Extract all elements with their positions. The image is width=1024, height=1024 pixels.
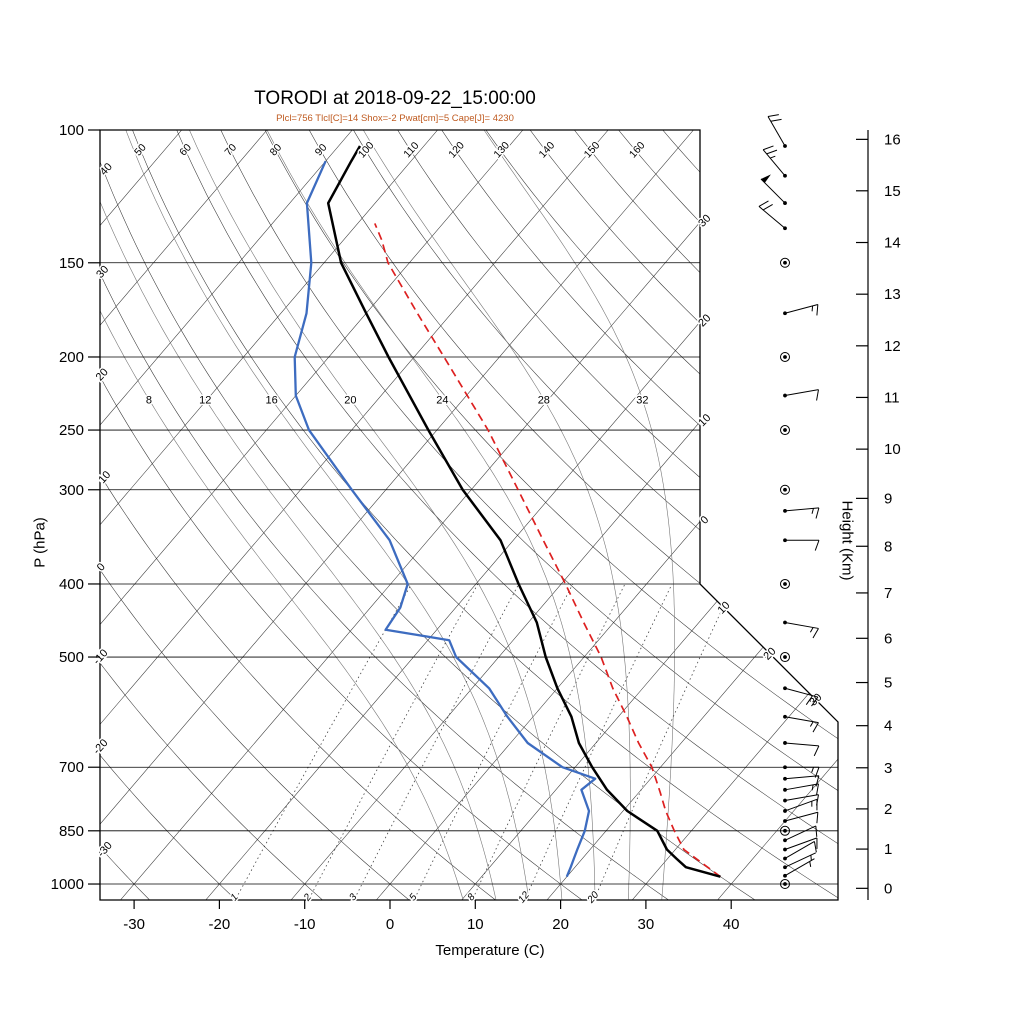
sounding-curves: [293, 145, 721, 878]
svg-text:0: 0: [95, 561, 108, 574]
svg-text:15: 15: [884, 183, 901, 200]
svg-text:300: 300: [59, 482, 84, 499]
svg-text:8: 8: [466, 892, 478, 904]
svg-text:90: 90: [313, 142, 330, 159]
svg-text:20: 20: [696, 312, 713, 329]
svg-text:160: 160: [627, 139, 648, 160]
svg-text:12: 12: [516, 889, 532, 905]
isobar-lines: [100, 129, 838, 885]
svg-text:16: 16: [884, 131, 901, 148]
svg-text:16: 16: [266, 394, 278, 406]
svg-text:100: 100: [356, 139, 377, 160]
svg-text:110: 110: [401, 140, 421, 161]
wind-barbs: [758, 114, 820, 890]
svg-text:4: 4: [884, 718, 892, 735]
svg-text:-30: -30: [123, 916, 145, 933]
svg-text:20: 20: [585, 889, 602, 906]
svg-text:20: 20: [552, 916, 569, 933]
svg-text:14: 14: [884, 235, 901, 252]
svg-text:250: 250: [59, 422, 84, 439]
chart-title: TORODI at 2018-09-22_15:00:00: [254, 88, 536, 109]
svg-text:100: 100: [59, 122, 84, 139]
svg-text:5: 5: [407, 892, 419, 904]
svg-text:3: 3: [884, 760, 892, 777]
svg-text:0: 0: [884, 880, 892, 897]
parcel-curve: [374, 223, 721, 878]
svg-text:150: 150: [59, 255, 84, 272]
svg-text:24: 24: [436, 394, 448, 406]
height-axis-label: Height (Km): [838, 500, 856, 581]
svg-text:30: 30: [696, 212, 713, 229]
svg-text:10: 10: [467, 916, 484, 933]
svg-text:13: 13: [884, 286, 901, 303]
mixing-ratio-lines: [235, 583, 735, 899]
temperature-curve: [326, 145, 721, 878]
svg-text:12: 12: [199, 394, 211, 406]
svg-text:2: 2: [301, 892, 314, 904]
svg-text:10: 10: [96, 469, 113, 486]
dewpoint-curve: [293, 160, 597, 878]
svg-text:30: 30: [94, 264, 111, 281]
svg-text:-20: -20: [209, 916, 231, 933]
svg-text:30: 30: [638, 916, 655, 933]
moist-adiabat-lines: [100, 130, 676, 900]
svg-text:6: 6: [884, 630, 892, 647]
svg-text:0: 0: [386, 916, 394, 933]
svg-text:10: 10: [696, 412, 713, 429]
temperature-axis-label: Temperature (C): [435, 942, 545, 959]
pressure-axis-label: P (hPa): [31, 517, 49, 568]
svg-text:28: 28: [538, 394, 550, 406]
svg-text:850: 850: [59, 823, 84, 840]
pressure-axis: 100 150 200 250 300 400 500 700 850 1000: [51, 122, 100, 893]
svg-text:80: 80: [268, 142, 285, 159]
dry-adiabat-lines: [100, 130, 838, 900]
svg-text:7: 7: [884, 585, 892, 602]
svg-text:8: 8: [146, 394, 152, 406]
plot-border: [99, 129, 839, 901]
svg-text:12: 12: [884, 338, 901, 355]
isotherm-lines: [100, 130, 838, 900]
svg-text:9: 9: [884, 490, 892, 507]
svg-text:2: 2: [884, 801, 892, 818]
svg-text:11: 11: [884, 389, 900, 406]
svg-text:40: 40: [723, 916, 740, 933]
background-labels: 50 60 70 80 90 100 110 120 130 140 150 160403020100…: [89, 138, 826, 908]
svg-text:-20: -20: [91, 737, 111, 757]
svg-text:60: 60: [177, 142, 194, 159]
temperature-axis: -30 -20 -10 0 10 20 30 40: [123, 900, 740, 933]
svg-text:700: 700: [59, 759, 84, 776]
svg-text:200: 200: [59, 349, 84, 366]
svg-text:1000: 1000: [51, 876, 84, 893]
svg-text:5: 5: [884, 675, 892, 692]
svg-text:400: 400: [59, 576, 84, 593]
chart-subtitle: Plcl=756 Tlcl[C]=14 Shox=-2 Pwat[cm]=5 C…: [276, 113, 514, 124]
svg-text:3: 3: [347, 892, 359, 904]
svg-text:50: 50: [132, 142, 149, 159]
svg-text:32: 32: [636, 394, 648, 406]
svg-text:8: 8: [884, 538, 892, 555]
svg-text:-10: -10: [294, 916, 316, 933]
svg-text:70: 70: [222, 142, 239, 159]
svg-text:-30: -30: [95, 840, 115, 860]
svg-text:1: 1: [884, 841, 892, 858]
svg-text:10: 10: [884, 441, 901, 458]
svg-text:120: 120: [446, 139, 467, 160]
svg-text:20: 20: [344, 394, 356, 406]
svg-text:500: 500: [59, 649, 84, 666]
svg-text:20: 20: [94, 366, 111, 383]
